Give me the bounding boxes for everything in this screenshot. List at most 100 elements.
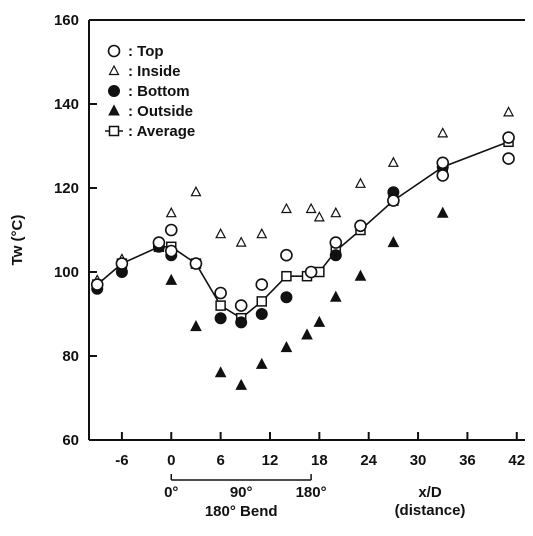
legend-label: : Bottom [128, 83, 190, 100]
series-average [91, 136, 514, 324]
data-point-top [214, 286, 227, 300]
legend-marker [108, 64, 120, 76]
x-tick-label: 42 [508, 452, 525, 469]
data-point-inside [235, 236, 247, 247]
data-point-inside [165, 206, 177, 218]
data-point-top [354, 219, 367, 233]
data-point-top [304, 265, 318, 279]
data-point-top [164, 223, 178, 237]
x-axis-label: x/D [418, 484, 442, 501]
bend-angle-label: 90° [230, 484, 253, 501]
legend-label: : Top [128, 43, 164, 60]
data-point-outside [235, 378, 248, 390]
y-tick-label: 100 [54, 264, 79, 281]
legend-marker [107, 44, 121, 58]
bend-label: 180° Bend [205, 503, 278, 520]
legend-entry-top: : Top [107, 43, 164, 60]
data-point-outside [255, 357, 268, 369]
y-axis-label: Tw (°C) [9, 215, 26, 266]
data-point-top [115, 257, 129, 270]
data-point-top [255, 278, 269, 291]
data-point-outside [214, 366, 227, 378]
bend-angle-label: 180° [296, 484, 327, 501]
x-tick-label: 30 [410, 452, 427, 469]
bend-angle-label: 0° [164, 484, 178, 501]
data-point-top [502, 152, 515, 165]
x-tick-label: 12 [262, 452, 279, 469]
bend-annotation: 0° 90° 180° 180° Bend [164, 474, 327, 520]
plot-frame [88, 19, 525, 441]
legend-marker [108, 104, 120, 116]
series-top [90, 131, 515, 312]
data-point-top [152, 236, 166, 249]
data-point-outside [354, 269, 367, 281]
series-outside [91, 206, 449, 390]
data-point-outside [280, 341, 293, 353]
data-point-bottom [235, 316, 248, 329]
data-point-bottom [214, 312, 227, 325]
data-point-inside [256, 227, 268, 239]
data-point-top [436, 156, 450, 170]
data-point-top [436, 169, 450, 182]
average-line [96, 141, 509, 320]
data-point-outside [190, 320, 202, 332]
data-point-top [234, 299, 248, 312]
data-point-inside [354, 177, 366, 188]
data-points [90, 106, 515, 390]
data-point-top [387, 194, 400, 207]
data-point-inside [387, 156, 399, 167]
data-point-inside [305, 202, 317, 214]
data-point-outside [387, 236, 400, 248]
x-tick-label: 18 [311, 452, 328, 469]
y-tick-label: 80 [62, 348, 79, 365]
x-axis-ticks: -6 0 6 12 18 24 30 36 42 [115, 432, 525, 469]
data-point-inside [190, 185, 202, 197]
legend-marker [108, 85, 120, 97]
x-tick-label: 24 [360, 452, 377, 469]
data-point-inside [330, 206, 342, 218]
data-point-outside [313, 315, 326, 327]
data-point-inside [313, 211, 325, 222]
data-point-inside [503, 106, 515, 117]
data-point-outside [329, 290, 342, 302]
legend-label: : Average [128, 123, 195, 140]
x-tick-label: 36 [459, 452, 476, 469]
data-point-bottom [255, 308, 268, 320]
data-point-top [164, 244, 178, 258]
x-tick-label: 0 [167, 452, 175, 469]
legend-entry-inside: : Inside [108, 63, 181, 80]
legend-label: : Inside [128, 63, 181, 80]
average-series-line [96, 141, 509, 320]
data-point-top [189, 257, 203, 270]
x-tick-label: 6 [216, 452, 224, 469]
legend-entry-outside: : Outside [108, 103, 193, 120]
data-point-top [280, 248, 293, 262]
data-point-outside [436, 206, 449, 218]
y-tick-label: 60 [62, 432, 79, 449]
data-point-top [329, 236, 343, 249]
legend-label: : Outside [128, 103, 193, 120]
legend: : Top : Inside : Bottom : Outside : Average [105, 43, 195, 140]
data-point-average [281, 270, 292, 282]
x-tick-label: -6 [115, 452, 128, 469]
data-point-inside [215, 227, 227, 239]
data-point-outside [165, 273, 178, 285]
data-point-bottom [280, 291, 293, 304]
data-point-outside [301, 328, 313, 340]
data-point-top [502, 131, 515, 144]
x-axis-label-sub: (distance) [395, 502, 466, 519]
legend-marker [108, 125, 120, 137]
legend-entry-average: : Average [105, 123, 195, 140]
data-point-average [215, 300, 226, 311]
data-point-top [90, 278, 104, 291]
data-point-average [256, 296, 268, 307]
y-tick-label: 140 [54, 96, 79, 113]
data-point-bottom [329, 249, 342, 262]
y-tick-label: 160 [54, 12, 79, 29]
data-point-inside [280, 202, 292, 214]
y-axis-ticks: 60 80 100 120 140 160 [54, 12, 97, 449]
y-tick-label: 120 [54, 180, 79, 197]
legend-entry-bottom: : Bottom [108, 83, 190, 100]
data-point-inside [437, 127, 449, 138]
